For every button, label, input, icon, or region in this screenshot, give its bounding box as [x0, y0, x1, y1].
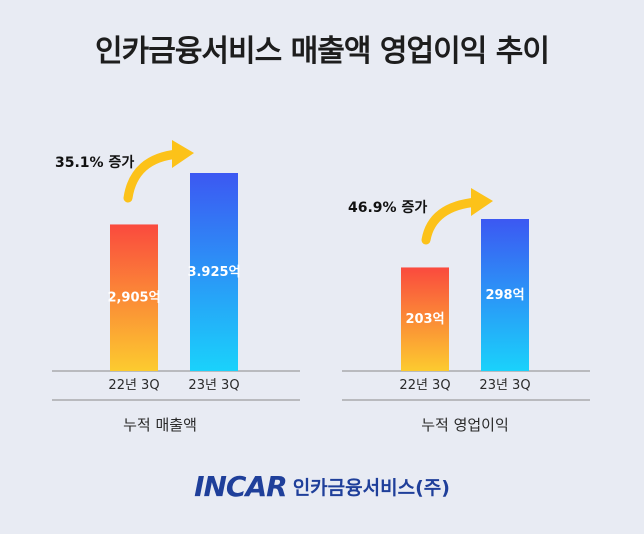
tick-label-2-2: 23년 3Q [479, 378, 530, 393]
page-title: 인카금융서비스 매출액 영업이익 추이 [95, 34, 550, 69]
bar-2-1 [401, 267, 449, 371]
x-axis-label-2: 누적 영업이익 [421, 416, 509, 434]
growth-annotation-1: 35.1% 증가 [55, 155, 134, 171]
incar-logo: INCAR [194, 470, 288, 503]
data-label-1-2: 3.925억 [187, 265, 240, 280]
growth-arrowhead-icon-2 [471, 188, 493, 216]
data-label-2-1: 203억 [405, 312, 444, 327]
bar-1-2 [190, 173, 238, 371]
x-axis-label-1: 누적 매출액 [123, 416, 197, 434]
growth-arrow-icon-1 [123, 149, 183, 203]
brand-name: 인카금융서비스(주) [292, 477, 450, 499]
brand-footer: INCAR 인카금융서비스(주) [0, 470, 644, 503]
tick-label-2-1: 22년 3Q [399, 378, 450, 393]
tick-label-1-2: 23년 3Q [188, 378, 239, 393]
growth-arrow-icon-2 [421, 197, 482, 245]
bar-1-1 [110, 224, 158, 371]
growth-arrowhead-icon-1 [172, 140, 194, 168]
data-label-1-1: 2,905억 [107, 291, 160, 306]
data-label-2-2: 298억 [485, 288, 524, 303]
growth-annotation-2: 46.9% 증가 [348, 200, 427, 216]
bar-2-2 [481, 219, 529, 371]
tick-label-1-1: 22년 3Q [108, 378, 159, 393]
